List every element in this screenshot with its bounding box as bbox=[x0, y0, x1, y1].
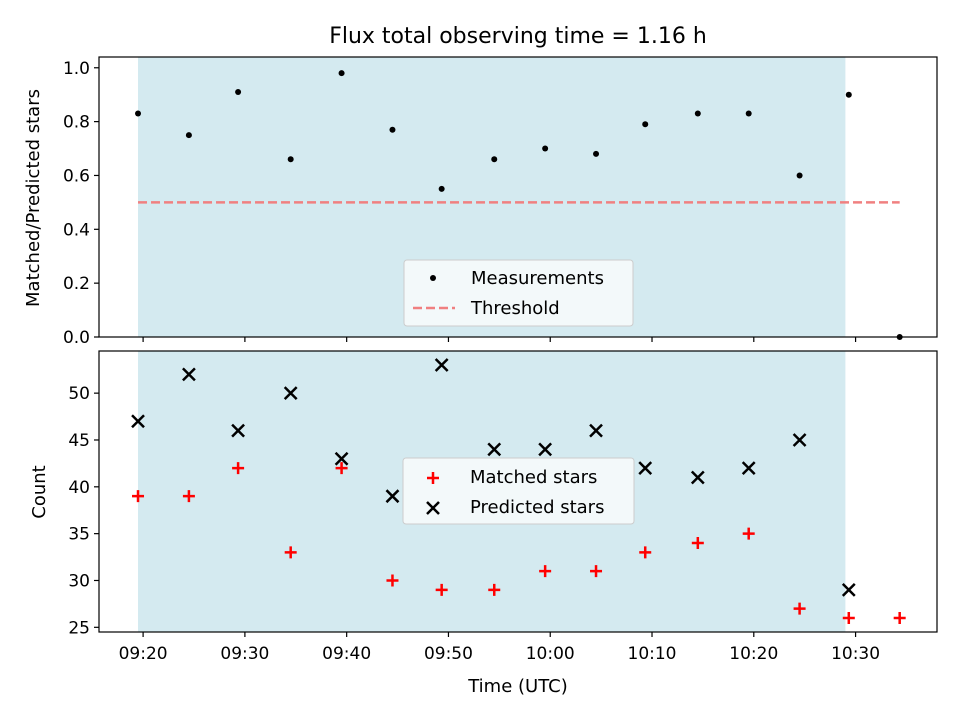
bottom-y-tick-label: 30 bbox=[68, 571, 90, 591]
predicted-stars-point bbox=[841, 582, 856, 597]
bottom-legend-box bbox=[402, 457, 635, 525]
predicted-stars-point bbox=[638, 461, 653, 475]
predicted-stars-point bbox=[487, 442, 502, 457]
legend-measurements-marker bbox=[430, 275, 436, 281]
matched-stars-point bbox=[386, 574, 399, 587]
legend-matched-marker bbox=[427, 472, 439, 484]
predicted-stars-point bbox=[434, 358, 449, 372]
measurement-point bbox=[845, 91, 852, 98]
x-tick-label: 10:30 bbox=[831, 644, 880, 664]
bottom-axes-frame bbox=[98, 350, 938, 633]
bottom-y-tick-label: 45 bbox=[68, 431, 90, 451]
x-tick-label: 10:10 bbox=[628, 644, 677, 664]
bottom-y-ticks: 25 30 35 40 45 50 bbox=[68, 384, 99, 638]
x-axis-label: Time (UTC) bbox=[467, 676, 568, 697]
top-y-tick-label: 0.2 bbox=[63, 274, 90, 294]
measurement-point bbox=[745, 110, 752, 117]
x-tick-label: 09:50 bbox=[424, 644, 473, 664]
x-tick-label: 10:00 bbox=[526, 644, 575, 664]
bottom-panel: 25 30 35 40 45 50 09:20 09:30 09:40 09:50 10:00 10… bbox=[29, 350, 938, 697]
matched-stars-point bbox=[335, 462, 348, 475]
predicted-stars-point bbox=[741, 461, 756, 475]
chart-title: Flux total observing time = 1.16 h bbox=[329, 24, 707, 49]
x-tick-label: 10:20 bbox=[729, 644, 778, 664]
matched-stars-point bbox=[691, 537, 704, 550]
measurement-point bbox=[389, 126, 396, 133]
top-panel: 0.0 0.2 0.4 0.6 0.8 1.0 Matched/Predicted sta… bbox=[23, 56, 938, 348]
bottom-marks bbox=[131, 358, 906, 624]
measurement-point bbox=[491, 156, 498, 163]
measurement-point bbox=[287, 156, 294, 163]
matched-stars-point bbox=[893, 611, 906, 624]
bottom-y-tick-label: 50 bbox=[68, 384, 90, 404]
bottom-legend: Matched stars Predicted stars bbox=[402, 457, 635, 525]
measurement-point bbox=[542, 145, 549, 152]
bottom-y-axis-label: Count bbox=[29, 465, 50, 518]
top-legend-box bbox=[403, 259, 634, 327]
x-tick-label: 09:40 bbox=[322, 644, 371, 664]
measurement-point bbox=[438, 185, 445, 192]
legend-matched-label: Matched stars bbox=[470, 467, 597, 488]
legend-measurements-label: Measurements bbox=[471, 268, 604, 289]
predicted-stars-point bbox=[131, 414, 145, 429]
top-y-tick-label: 0.4 bbox=[63, 220, 90, 240]
predicted-stars-point bbox=[589, 423, 603, 438]
measurement-point bbox=[796, 172, 803, 179]
bottom-x-ticks: 09:20 09:30 09:40 09:50 10:00 10:10 10:20 10:30 bbox=[119, 632, 880, 664]
predicted-stars-point bbox=[182, 367, 196, 382]
top-y-tick-label: 1.0 bbox=[63, 59, 90, 79]
matched-stars-point bbox=[793, 602, 806, 615]
top-y-tick-label: 0.0 bbox=[63, 328, 90, 348]
matched-stars-point bbox=[435, 583, 448, 596]
top-axes-frame bbox=[98, 56, 938, 338]
top-y-tick-label: 0.8 bbox=[63, 113, 90, 133]
top-y-ticks: 0.0 0.2 0.4 0.6 0.8 1.0 bbox=[63, 59, 99, 348]
top-legend: Measurements Threshold bbox=[403, 259, 634, 327]
matched-stars-point bbox=[590, 565, 603, 578]
matched-stars-point bbox=[742, 527, 755, 540]
legend-predicted-label: Predicted stars bbox=[470, 497, 604, 518]
matched-stars-point bbox=[182, 490, 195, 503]
top-x-ticks bbox=[142, 337, 857, 342]
predicted-stars-point bbox=[334, 451, 349, 466]
matched-stars-point bbox=[539, 565, 552, 578]
x-tick-label: 09:30 bbox=[220, 644, 269, 664]
measurement-point bbox=[135, 110, 142, 117]
matched-stars-point bbox=[639, 546, 652, 559]
measurement-point bbox=[642, 121, 649, 128]
bottom-y-tick-label: 25 bbox=[68, 618, 90, 638]
legend-predicted-marker bbox=[426, 501, 440, 515]
predicted-stars-point bbox=[385, 489, 400, 504]
legend-threshold-label: Threshold bbox=[470, 298, 560, 319]
matched-stars-point bbox=[842, 611, 855, 624]
predicted-stars-point bbox=[690, 470, 705, 485]
measurement-point bbox=[338, 70, 345, 77]
top-y-tick-label: 0.6 bbox=[63, 166, 90, 186]
top-y-axis-label: Matched/Predicted stars bbox=[23, 89, 44, 307]
bottom-y-tick-label: 40 bbox=[68, 478, 90, 498]
matched-stars-point bbox=[132, 490, 145, 503]
x-tick-label: 09:20 bbox=[119, 644, 168, 664]
measurement-point bbox=[593, 150, 600, 157]
measurement-point bbox=[185, 132, 192, 139]
matched-stars-point bbox=[488, 583, 501, 596]
predicted-stars-point bbox=[283, 386, 298, 401]
measurement-point bbox=[235, 89, 242, 95]
measurement-point bbox=[694, 110, 701, 117]
top-marks bbox=[135, 70, 903, 340]
bottom-y-tick-label: 35 bbox=[68, 525, 90, 545]
predicted-stars-point bbox=[538, 442, 553, 457]
matched-stars-point bbox=[284, 546, 297, 559]
predicted-stars-point bbox=[792, 433, 807, 447]
predicted-stars-point bbox=[231, 423, 245, 438]
matched-stars-point bbox=[232, 462, 245, 475]
